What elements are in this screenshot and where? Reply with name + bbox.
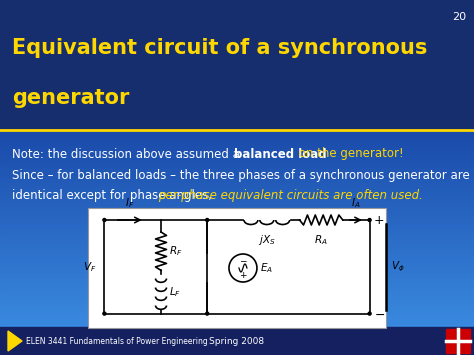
Text: $L_F$: $L_F$ [169,285,181,299]
Circle shape [206,218,209,222]
Bar [0,274,474,279]
Text: +: + [374,213,384,226]
Bar [0,311,474,315]
Bar [0,173,474,177]
Text: $V_\phi$: $V_\phi$ [391,260,404,274]
Text: per-phase equivalent circuits are often used.: per-phase equivalent circuits are often … [158,190,423,202]
Bar [0,179,474,184]
Text: identical except for phase angles,: identical except for phase angles, [12,190,216,202]
Bar [0,251,474,256]
Bar [0,143,474,147]
Text: +: + [239,271,246,280]
Bar [0,288,474,292]
Bar [0,202,474,207]
Bar [0,307,474,312]
Bar [0,297,474,302]
Bar [0,301,474,305]
Text: Spring 2008: Spring 2008 [210,337,264,345]
Bar [0,150,474,154]
Text: ELEN 3441 Fundamentals of Power Engineering: ELEN 3441 Fundamentals of Power Engineer… [26,337,208,345]
Bar [0,235,474,239]
Bar [0,261,474,266]
Bar [0,281,474,285]
Bar [88,208,386,328]
Bar [0,133,474,138]
Circle shape [229,254,257,282]
Circle shape [368,218,371,222]
Bar [0,232,474,236]
Text: Note: the discussion above assumed a: Note: the discussion above assumed a [12,147,244,160]
Text: $-$: $-$ [374,308,385,321]
Bar [0,146,474,151]
Bar [0,189,474,193]
Bar [0,317,474,321]
Bar [0,268,474,272]
Text: $R_F$: $R_F$ [169,244,182,258]
Bar [0,314,474,318]
Bar [0,291,474,295]
Circle shape [103,312,106,315]
Bar [0,0,474,130]
Circle shape [206,312,209,315]
Bar [0,229,474,233]
Bar [0,294,474,299]
Bar [0,176,474,180]
Text: $I_A$: $I_A$ [351,196,361,210]
Text: $R_A$: $R_A$ [314,233,328,247]
Bar [0,238,474,242]
Bar [0,321,474,325]
Bar [0,186,474,190]
Text: $E_A$: $E_A$ [260,261,273,275]
Bar [0,153,474,157]
Bar [446,329,470,353]
Bar [0,130,474,134]
Bar [0,215,474,220]
Bar [0,327,474,355]
Bar [0,248,474,252]
Text: Since – for balanced loads – the three phases of a synchronous generator are: Since – for balanced loads – the three p… [12,169,470,182]
Bar [0,140,474,144]
Text: on the generator!: on the generator! [295,147,404,160]
Bar [0,196,474,200]
Bar [0,199,474,203]
Bar [0,156,474,160]
Bar [0,166,474,170]
Text: −: − [239,256,246,265]
Bar [0,258,474,262]
Bar [0,169,474,174]
Bar [0,212,474,216]
Bar [0,137,474,141]
Circle shape [368,312,371,315]
Bar [0,219,474,223]
Bar [0,206,474,210]
Text: $V_F$: $V_F$ [83,260,96,274]
Text: Equivalent circuit of a synchronous: Equivalent circuit of a synchronous [12,38,428,58]
Text: $jX_S$: $jX_S$ [258,233,275,247]
Text: generator: generator [12,88,129,108]
Text: 20: 20 [452,12,466,22]
Bar [0,159,474,164]
Bar [0,324,474,328]
Bar [0,278,474,282]
Bar [0,264,474,269]
Circle shape [103,218,106,222]
Bar [0,271,474,275]
Bar [0,245,474,249]
Bar [0,222,474,226]
Bar [0,304,474,308]
Bar [0,209,474,213]
Bar [0,182,474,187]
Bar [0,192,474,197]
Text: balanced load: balanced load [234,147,327,160]
Bar [0,284,474,289]
Bar [0,242,474,246]
Bar [0,163,474,167]
Polygon shape [8,331,22,351]
Bar [0,255,474,259]
Text: $I_F$: $I_F$ [125,196,134,210]
Bar [0,225,474,229]
